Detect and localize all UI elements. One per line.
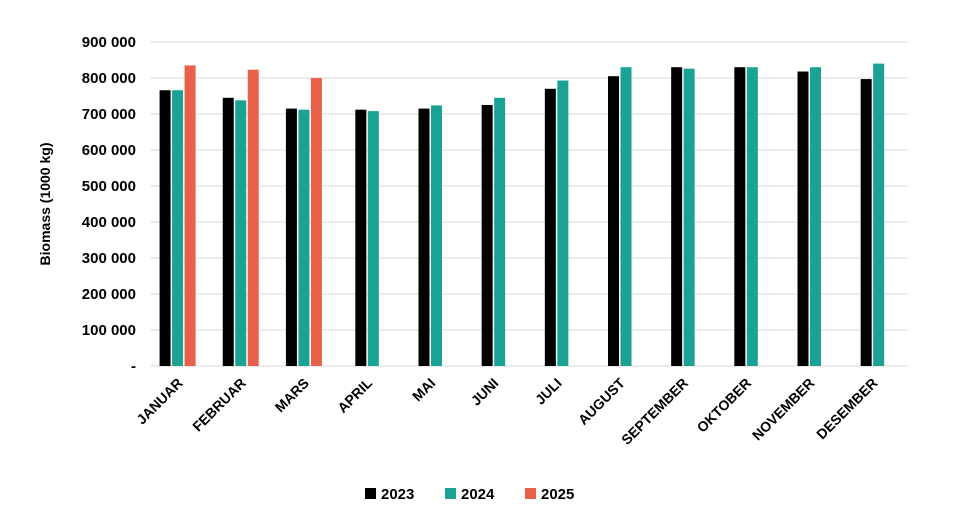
x-tick-label: JULI bbox=[532, 375, 565, 408]
y-tick-label: 700 000 bbox=[82, 106, 136, 123]
bar-2024-februar bbox=[235, 100, 247, 366]
bars bbox=[159, 63, 885, 367]
y-tick-label: 200 000 bbox=[82, 286, 136, 303]
x-tick-label: MARS bbox=[272, 375, 312, 415]
x-tick-label: DESEMBER bbox=[813, 375, 880, 442]
gridlines bbox=[150, 41, 908, 367]
y-tick-label: 800 000 bbox=[82, 70, 136, 87]
y-tick-label: 600 000 bbox=[82, 142, 136, 159]
bar-2024-juli bbox=[557, 80, 569, 367]
y-tick-label: 900 000 bbox=[82, 34, 136, 51]
y-tick-label: 300 000 bbox=[82, 250, 136, 267]
bar-2025-februar bbox=[247, 69, 259, 366]
bar-2024-mars bbox=[298, 109, 310, 367]
bar-2024-april bbox=[367, 111, 379, 367]
y-tick-label: 400 000 bbox=[82, 214, 136, 231]
x-tick-label: JUNI bbox=[468, 375, 502, 409]
legend-swatch-2025 bbox=[525, 488, 536, 499]
bar-2025-mars bbox=[310, 78, 322, 366]
y-tick-label: 500 000 bbox=[82, 178, 136, 195]
x-tick-label: OKTOBER bbox=[694, 375, 755, 436]
bar-2023-mai bbox=[418, 108, 430, 366]
legend: 2023 2024 2025 bbox=[365, 486, 574, 503]
bar-2023-mars bbox=[285, 108, 297, 366]
x-tick-label: JANUAR bbox=[133, 375, 186, 428]
bar-2024-august bbox=[620, 67, 632, 366]
y-tick-label: - bbox=[131, 358, 136, 375]
bar-2023-februar bbox=[222, 97, 234, 367]
bar-2023-juni bbox=[481, 105, 493, 366]
bar-2025-januar bbox=[184, 65, 196, 367]
bar-2023-januar bbox=[159, 90, 171, 367]
x-tick-label: MAI bbox=[409, 375, 438, 404]
y-axis-title: Biomass (1000 kg) bbox=[37, 143, 53, 266]
legend-label-2025: 2025 bbox=[541, 486, 574, 503]
legend-label-2023: 2023 bbox=[381, 486, 414, 503]
bar-2023-juli bbox=[544, 88, 556, 367]
legend-swatch-2024 bbox=[445, 488, 456, 499]
y-tick-label: 100 000 bbox=[82, 322, 136, 339]
x-tick-label: APRIL bbox=[334, 374, 375, 415]
bar-2024-oktober bbox=[746, 67, 758, 366]
bar-2023-september bbox=[671, 67, 683, 366]
x-tick-label: NOVEMBER bbox=[749, 375, 818, 444]
x-tick-label: FEBRUAR bbox=[189, 375, 249, 435]
x-tick-label: SEPTEMBER bbox=[618, 375, 691, 448]
bar-2023-august bbox=[608, 76, 619, 366]
bar-2023-april bbox=[355, 109, 367, 367]
bar-2024-november bbox=[810, 67, 821, 366]
bar-2024-september bbox=[683, 68, 695, 366]
bar-2023-desember bbox=[860, 79, 872, 366]
bar-2023-november bbox=[797, 71, 809, 367]
y-axis-ticks: - 100 000 200 000 300 000 400 000 500 000 600 … bbox=[82, 34, 136, 375]
bar-2024-juni bbox=[494, 97, 506, 367]
x-tick-label: AUGUST bbox=[575, 375, 628, 428]
x-axis-ticks: JANUAR FEBRUAR MARS APRIL MAI JUNI JULI AUGUSTS… bbox=[133, 374, 880, 447]
bar-2023-oktober bbox=[734, 67, 746, 366]
bar-2024-januar bbox=[172, 90, 184, 367]
legend-swatch-2023 bbox=[365, 488, 376, 499]
bar-2024-desember bbox=[873, 63, 885, 366]
legend-label-2024: 2024 bbox=[461, 486, 495, 503]
bar-2024-mai bbox=[431, 105, 442, 367]
